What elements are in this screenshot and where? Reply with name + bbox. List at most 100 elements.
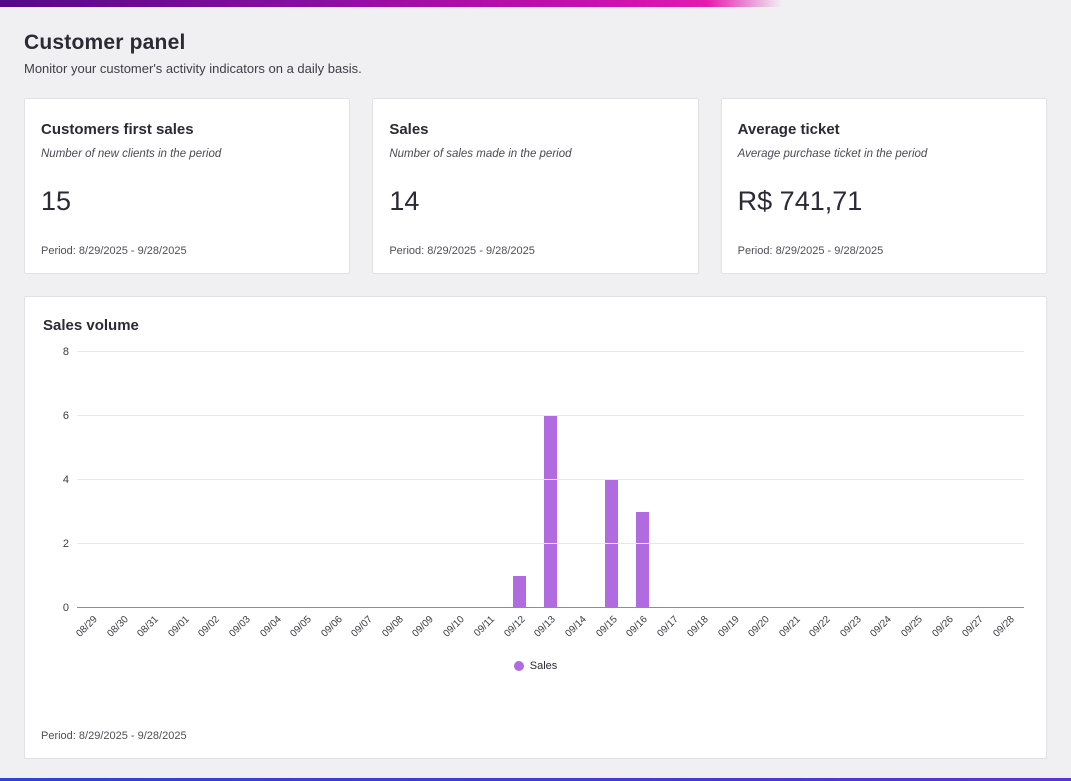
x-slot: 09/17 [654,608,688,658]
x-tick-label: 09/03 [227,614,253,640]
chart-period: Period: 8/29/2025 - 9/28/2025 [41,730,187,742]
x-slot: 09/20 [747,608,780,658]
x-slot: 09/04 [257,608,291,658]
y-tick-label: 0 [62,602,69,614]
x-tick-label: 09/04 [257,614,284,640]
x-slot: 09/19 [716,608,749,658]
kpi-card-sales: Sales Number of sales made in the period… [372,98,699,274]
x-slot: 09/25 [899,608,933,658]
x-tick-label: 09/05 [288,614,314,640]
bottom-accent-bar [0,778,1071,781]
gridline [77,607,1024,608]
bar-slot [718,352,749,608]
x-tick-label: 09/17 [654,614,681,640]
y-tick-label: 4 [62,474,69,486]
x-tick-label: 09/10 [441,614,467,640]
chart-bar[interactable] [543,416,557,608]
bar-slot [871,352,902,608]
x-slot: 08/31 [135,608,169,658]
kpi-card-description: Average purchase ticket in the period [737,148,928,160]
bar-slot [505,352,536,608]
sales-volume-chart: 0 2 4 6 8 08/29 08/30 08/31 09/01 09/02 09/03 09/0… [41,346,1030,672]
x-slot: 09/22 [808,608,841,658]
x-tick-label: 09/01 [166,614,192,640]
chart-bar[interactable] [513,576,527,608]
bar-slot [780,352,811,608]
x-tick-label: 09/24 [868,614,895,640]
bar-slot [932,352,963,608]
chart-bar[interactable] [635,512,649,608]
x-tick-label: 09/15 [593,614,620,640]
bar-slot [627,352,658,608]
x-slot: 09/09 [411,608,444,658]
gridline [77,479,1024,480]
x-slot: 09/06 [318,608,352,658]
y-tick-label: 6 [62,410,69,422]
x-tick-label: 09/26 [929,614,956,640]
x-slot: 09/03 [227,608,261,658]
kpi-card-average-ticket: Average ticket Average purchase ticket i… [720,98,1047,274]
kpi-card-customers-first-sales: Customers first sales Number of new clie… [24,98,351,274]
x-slot: 09/23 [838,608,872,658]
bar-slot [321,352,352,608]
kpi-period: Period: 8/29/2025 - 9/28/2025 [389,245,535,257]
x-tick-label: 08/29 [74,614,101,640]
x-slot: 09/10 [441,608,475,658]
gridline [77,415,1024,416]
bar-slot [749,352,780,608]
x-tick-label: 09/25 [899,614,925,640]
x-tick-label: 09/23 [838,614,864,640]
x-slot: 09/12 [502,608,536,658]
bar-slot [291,352,322,608]
kpi-value: 14 [389,186,420,216]
bar-slot [169,352,200,608]
bar-slot [993,352,1024,608]
x-tick-label: 09/06 [318,614,345,640]
kpi-card-title: Customers first sales [41,121,194,138]
bar-slot [841,352,872,608]
chart-x-labels: 08/29 08/30 08/31 09/01 09/02 09/03 09/04 09/05… [74,608,1024,658]
x-tick-label: 09/13 [532,614,559,640]
bar-slot [413,352,444,608]
bar-slot [77,352,108,608]
x-slot: 09/28 [990,608,1024,658]
bar-slot [566,352,597,608]
bar-slot [902,352,933,608]
kpi-value: R$ 741,71 [737,186,863,216]
kpi-period: Period: 8/29/2025 - 9/28/2025 [737,245,884,257]
x-tick-label: 09/07 [349,614,375,640]
page-title: Customer panel [24,31,186,54]
kpi-cards-row: Customers first sales Number of new clie… [24,98,1047,274]
chart-legend[interactable]: Sales [41,660,1030,672]
bar-slot [474,352,505,608]
x-tick-label: 09/12 [502,614,528,640]
x-tick-label: 09/14 [563,614,589,640]
kpi-card-description: Number of sales made in the period [389,148,572,160]
x-slot: 08/30 [105,608,139,658]
chart-plot: 0 2 4 6 8 [63,346,1024,614]
y-tick-label: 2 [62,538,69,550]
bar-slot [382,352,413,608]
x-slot: 09/16 [624,608,658,658]
kpi-card-description: Number of new clients in the period [41,148,222,160]
top-gradient-bar [0,0,1071,7]
x-tick-label: 08/31 [135,614,162,640]
x-slot: 09/24 [868,608,902,658]
y-tick-label: 8 [62,346,69,358]
kpi-period: Period: 8/29/2025 - 9/28/2025 [41,245,187,257]
x-tick-label: 09/08 [380,614,406,640]
bar-slot [535,352,566,608]
x-slot: 09/14 [563,608,597,658]
customer-panel-page: Customer panel Monitor your customer's a… [0,7,1071,759]
kpi-card-title: Average ticket [737,121,840,138]
bar-slot [230,352,261,608]
x-tick-label: 09/28 [990,614,1017,640]
bar-slot [810,352,841,608]
legend-label-sales: Sales [529,660,558,672]
chart-bar[interactable] [605,480,619,608]
x-tick-label: 09/16 [624,614,650,640]
x-slot: 09/21 [777,608,811,658]
chart-bars [77,352,1024,608]
x-slot: 09/15 [593,608,627,658]
